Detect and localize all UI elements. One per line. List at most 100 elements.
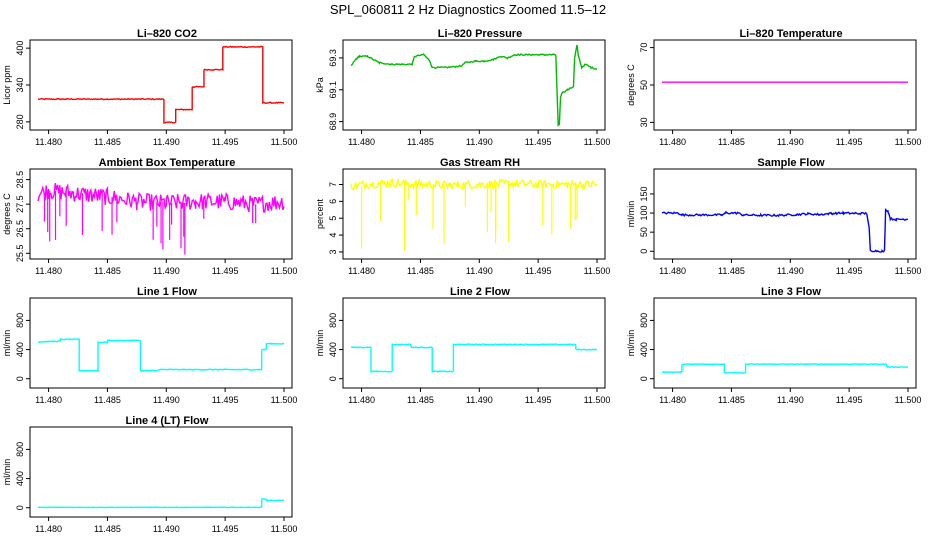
- axes: 11.480 11.485 11.490 11.495 11.500 0 400 800: [328, 313, 610, 405]
- x-tick-label: 11.500: [271, 524, 298, 534]
- y-tick-label: 27.5: [15, 195, 25, 213]
- y-tick-label: 4: [328, 233, 338, 238]
- x-tick-label: 11.485: [718, 137, 745, 147]
- y-axis-label: ml/min: [315, 330, 325, 357]
- y-tick-label: 340: [15, 77, 25, 92]
- y-tick-label: 400: [328, 342, 338, 357]
- x-tick-label: 11.495: [212, 395, 239, 405]
- panel-title: Li–820 CO2: [137, 28, 197, 40]
- panel-line2-flow: Line 2 Flow ml/min 11.480 11.485 11.490 11.…: [315, 286, 610, 405]
- x-tick-label: 11.500: [895, 266, 922, 276]
- y-axis-label: ml/min: [626, 330, 636, 357]
- series: [350, 177, 598, 251]
- axes: 11.480 11.485 11.490 11.495 11.500 68.9 69.1 69…: [328, 49, 610, 147]
- y-tick-label: 70: [639, 43, 649, 53]
- series-line: [350, 44, 598, 128]
- x-tick-label: 11.480: [659, 395, 686, 405]
- x-tick-label: 11.500: [895, 395, 922, 405]
- panel-sample-flow: Sample Flow ml/min 11.480 11.485 11.490 11.…: [626, 157, 921, 276]
- plot-box: [342, 39, 606, 131]
- plot-box: [653, 39, 917, 131]
- series: [37, 338, 285, 372]
- axes: 11.480 11.485 11.490 11.495 11.500 0 50 100 150: [639, 186, 921, 276]
- x-tick-label: 11.500: [271, 395, 298, 405]
- x-tick-label: 11.480: [348, 266, 375, 276]
- series: [350, 44, 598, 128]
- y-tick-label: 400: [15, 471, 25, 486]
- y-axis-label: ml/min: [2, 459, 12, 486]
- y-axis-label: kPa: [315, 77, 325, 93]
- panel-title: Gas Stream RH: [440, 157, 520, 169]
- x-tick-label: 11.490: [153, 395, 180, 405]
- x-tick-label: 11.500: [271, 137, 298, 147]
- x-tick-label: 11.495: [836, 395, 863, 405]
- y-axis-label: Licor ppm: [2, 65, 12, 105]
- axes: 11.480 11.485 11.490 11.495 11.500 0 400 800: [15, 442, 297, 534]
- series: [350, 343, 598, 373]
- x-tick-label: 11.485: [718, 266, 745, 276]
- x-tick-label: 11.485: [94, 266, 121, 276]
- series: [37, 183, 285, 255]
- panel-title: Line 1 Flow: [137, 286, 197, 298]
- x-tick-label: 11.495: [525, 395, 552, 405]
- y-axis-label: degrees C: [2, 193, 12, 235]
- series-line: [350, 343, 598, 373]
- x-tick-label: 11.485: [94, 524, 121, 534]
- y-axis-label: degrees C: [626, 64, 636, 106]
- y-tick-label: 30: [639, 117, 649, 127]
- x-tick-label: 11.480: [348, 137, 375, 147]
- y-tick-label: 400: [15, 342, 25, 357]
- panel-title: Line 4 (LT) Flow: [126, 415, 209, 427]
- axes: 11.480 11.485 11.490 11.495 11.500 0 400 800: [639, 313, 921, 405]
- y-axis-label: ml/min: [626, 201, 636, 228]
- panel-li820-co2: Li–820 CO2 Licor ppm 11.480 11.485 11.490 1…: [2, 28, 297, 147]
- y-axis-label: percent: [315, 198, 325, 229]
- x-tick-label: 11.485: [407, 137, 434, 147]
- x-tick-label: 11.490: [153, 524, 180, 534]
- x-tick-label: 11.495: [836, 266, 863, 276]
- x-tick-label: 11.490: [777, 395, 804, 405]
- plot-box: [29, 39, 293, 131]
- y-tick-label: 25.5: [15, 245, 25, 263]
- axes: 11.480 11.485 11.490 11.495 11.500 0 400 800: [15, 313, 297, 405]
- x-tick-label: 11.500: [584, 395, 611, 405]
- x-tick-label: 11.495: [525, 137, 552, 147]
- plot-box: [29, 297, 293, 389]
- plot-box: [29, 426, 293, 518]
- x-tick-label: 11.490: [777, 266, 804, 276]
- x-tick-label: 11.480: [659, 266, 686, 276]
- y-tick-label: 280: [15, 114, 25, 129]
- y-tick-label: 800: [639, 313, 649, 328]
- y-tick-label: 50: [639, 80, 649, 90]
- series-line: [661, 363, 909, 374]
- y-tick-label: 6: [328, 199, 338, 204]
- y-tick-label: 69.3: [328, 49, 338, 67]
- y-tick-label: 0: [639, 249, 649, 254]
- series-line: [37, 45, 285, 124]
- series-line: [350, 177, 598, 192]
- series: [661, 208, 909, 253]
- x-tick-label: 11.490: [777, 137, 804, 147]
- plot-box: [653, 297, 917, 389]
- series-line: [661, 208, 909, 253]
- x-tick-label: 11.495: [212, 137, 239, 147]
- y-tick-label: 0: [639, 376, 649, 381]
- series-line: [37, 338, 285, 372]
- x-tick-label: 11.490: [466, 395, 493, 405]
- y-tick-label: 26.5: [15, 220, 25, 238]
- x-tick-label: 11.480: [35, 266, 62, 276]
- x-tick-label: 11.480: [348, 395, 375, 405]
- y-tick-label: 5: [328, 216, 338, 221]
- y-tick-label: 0: [15, 376, 25, 381]
- plot-box: [29, 168, 293, 260]
- y-tick-label: 3: [328, 249, 338, 254]
- axes: 11.480 11.485 11.490 11.495 11.500 30 50 70: [639, 43, 921, 147]
- y-tick-label: 50: [639, 227, 649, 237]
- x-tick-label: 11.490: [466, 266, 493, 276]
- x-tick-label: 11.485: [407, 395, 434, 405]
- x-tick-label: 11.480: [35, 395, 62, 405]
- panel-line3-flow: Line 3 Flow ml/min 11.480 11.485 11.490 11.…: [626, 286, 921, 405]
- panel-line1-flow: Line 1 Flow ml/min 11.480 11.485 11.490 11.…: [2, 286, 297, 405]
- y-tick-label: 150: [639, 186, 649, 201]
- series: [37, 498, 285, 509]
